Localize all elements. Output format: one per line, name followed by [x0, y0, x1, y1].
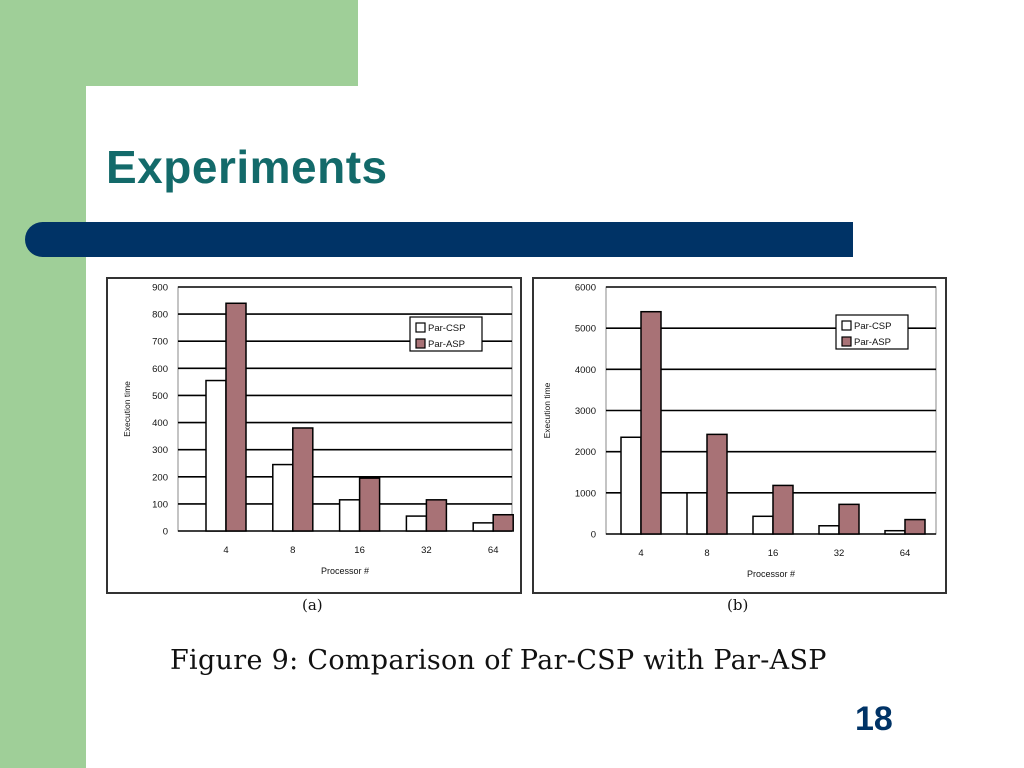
slide-title: Experiments: [106, 141, 388, 193]
chart-a-bar-par-asp-8: [292, 427, 314, 532]
chart-b-bar-par-asp-64: [904, 518, 926, 535]
chart-b-x-axis-label: Processor #: [747, 569, 795, 579]
chart-b-y-tick-label: 1000: [575, 488, 596, 499]
chart-b-bar-par-csp-8: [686, 492, 708, 535]
chart-b-bar-par-csp-4: [620, 436, 642, 535]
chart-b-y-tick-label: 4000: [575, 365, 596, 376]
chart-b-frame: 0 1000 2000 3000 4000 5000 6000 4 8 16 32 64 Process…: [532, 277, 947, 594]
chart-a-frame: 0 100 200 300 400 500 600 700 800 900 4 8 16 32 64 Proc…: [106, 277, 522, 594]
chart-a-bar-par-asp-32: [425, 499, 448, 532]
chart-a-y-tick-label: 400: [152, 418, 168, 429]
chart-a-x-axis-label: Processor #: [321, 566, 369, 576]
chart-a-bar-par-csp-8: [272, 463, 294, 532]
chart-a-y-tick-label: 100: [152, 499, 168, 510]
top-green-tab: [0, 0, 358, 86]
chart-a-x-tick-label: 16: [354, 545, 365, 556]
chart-b-panel-label: (b): [727, 596, 749, 614]
chart-b-y-tick-label: 6000: [575, 283, 596, 294]
chart-a-y-axis-label: Execution time: [122, 381, 132, 437]
chart-a-bar-par-csp-64: [472, 522, 494, 532]
figure-caption: Figure 9: Comparison of Par-CSP with Par…: [170, 645, 827, 676]
chart-b-x-tick-label: 16: [768, 548, 779, 559]
chart-b-y-axis-label: Execution time: [542, 382, 552, 438]
chart-b-x-tick-label: 4: [638, 548, 643, 559]
chart-a-legend-swatch-par-csp: [415, 322, 426, 333]
chart-a-bar-par-asp-4: [225, 302, 247, 532]
chart-a-y-tick-label: 300: [152, 445, 168, 456]
chart-a: 0 100 200 300 400 500 600 700 800 900 4 8 16 32 64 Proc…: [122, 283, 514, 576]
chart-b-bar-par-asp-32: [838, 503, 860, 535]
chart-a-x-tick-label: 4: [223, 545, 228, 556]
chart-b-y-tick-label: 3000: [575, 406, 596, 417]
chart-a-bar-par-asp-16: [358, 477, 381, 532]
chart-b-bar-par-asp-4: [640, 310, 662, 535]
chart-b-y-tick-label: 2000: [575, 447, 596, 458]
chart-b-bar-par-asp-8: [706, 433, 728, 535]
chart-a-bar-par-csp-4: [205, 379, 227, 532]
page-number: 18: [855, 700, 893, 738]
chart-b-bar-par-csp-64: [884, 529, 906, 535]
chart-b-legend-swatch-par-csp: [841, 320, 852, 331]
chart-b-bar-par-csp-32: [818, 525, 840, 535]
chart-a-panel-label: (a): [302, 596, 323, 614]
chart-a-bar-par-csp-16: [338, 499, 361, 532]
chart-a-x-tick-label: 64: [488, 545, 499, 556]
chart-a-legend-label-par-asp: Par-ASP: [428, 339, 465, 350]
chart-a-y-tick-label: 800: [152, 310, 168, 321]
chart-b-bar-par-csp-16: [752, 515, 774, 535]
chart-a-x-tick-label: 32: [421, 545, 432, 556]
chart-a-legend-label-par-csp: Par-CSP: [428, 323, 465, 334]
chart-b-x-tick-label: 32: [834, 548, 845, 559]
chart-b-legend-label-par-asp: Par-ASP: [854, 337, 891, 348]
chart-a-y-tick-label: 500: [152, 391, 168, 402]
chart-b-legend-swatch-par-asp: [841, 336, 852, 347]
chart-b-x-tick-label: 8: [704, 548, 709, 559]
title-underline-bar: [25, 222, 853, 257]
chart-a-x-tick-label: 8: [290, 545, 295, 556]
chart-a-y-tick-label: 700: [152, 337, 168, 348]
chart-a-y-tick-label: 200: [152, 472, 168, 483]
chart-a-bar-par-asp-64: [492, 513, 514, 532]
chart-a-bar-par-csp-32: [405, 515, 428, 532]
chart-a-y-tick-label: 600: [152, 364, 168, 375]
chart-b-bar-par-asp-16: [772, 484, 794, 535]
chart-b-x-tick-label: 64: [900, 548, 911, 559]
chart-b: 0 1000 2000 3000 4000 5000 6000 4 8 16 32 64 Process…: [542, 283, 937, 579]
chart-a-legend-swatch-par-asp: [415, 338, 426, 349]
chart-a-y-tick-label: 0: [163, 527, 168, 538]
chart-b-y-tick-label: 5000: [575, 324, 596, 335]
left-green-band: [0, 0, 86, 768]
chart-b-y-tick-label: 0: [591, 530, 596, 541]
chart-b-legend-label-par-csp: Par-CSP: [854, 321, 891, 332]
chart-a-y-tick-label: 900: [152, 283, 168, 294]
